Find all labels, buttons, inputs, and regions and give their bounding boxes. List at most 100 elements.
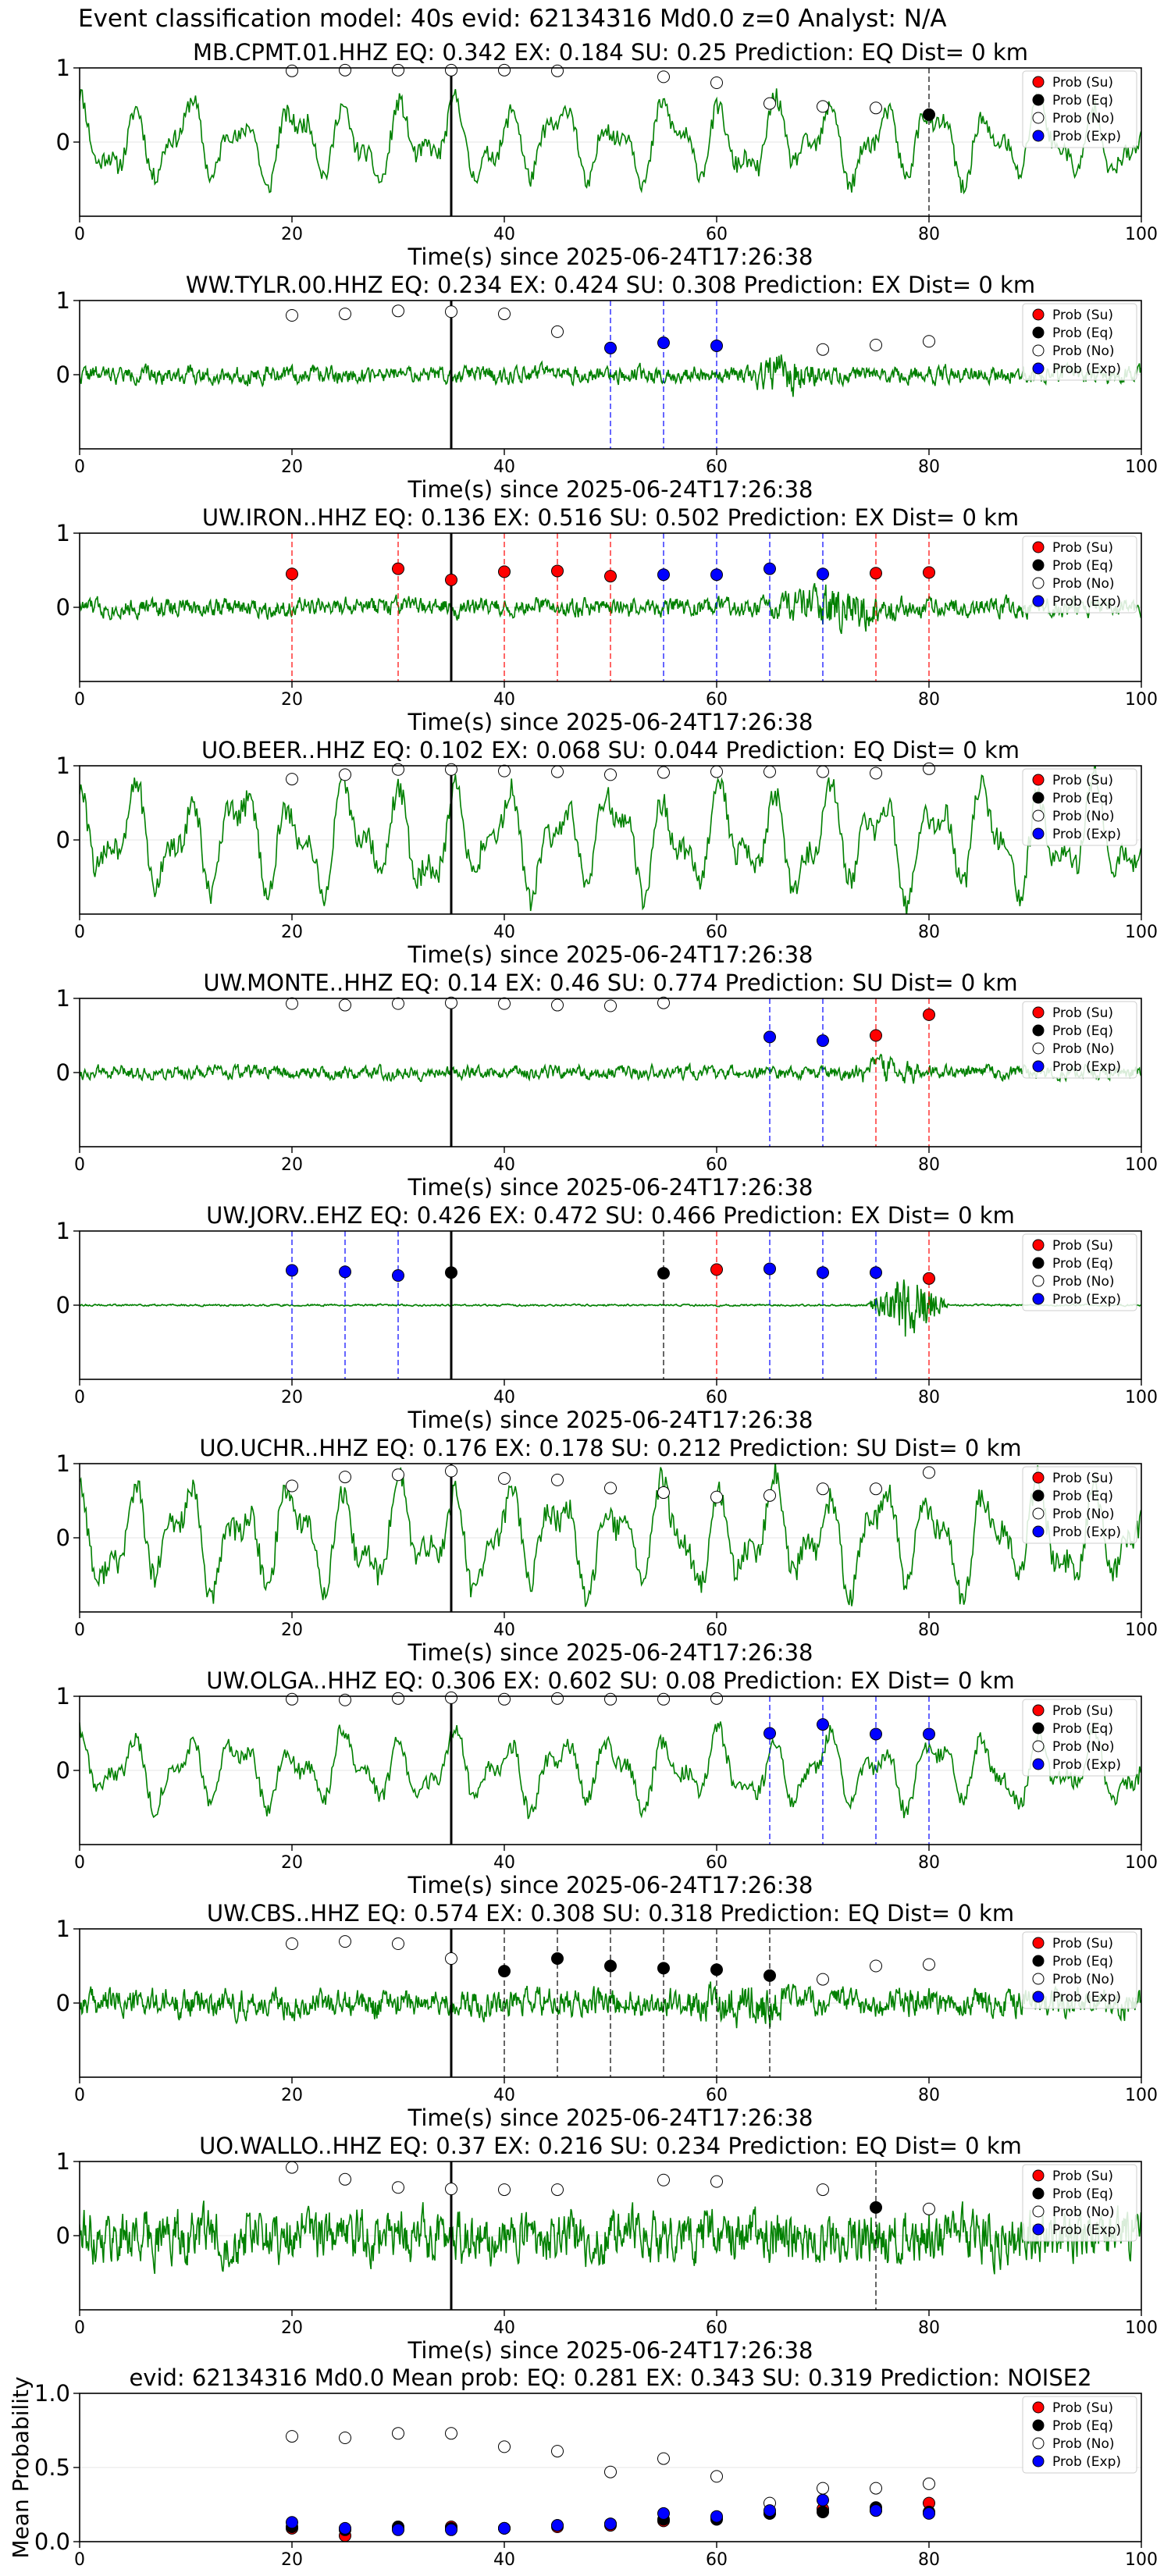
legend-box xyxy=(1022,2164,1137,2242)
mean-prob-point-exp xyxy=(870,2504,882,2517)
x-tick-label: 0 xyxy=(74,1621,85,1640)
x-tick-label: 60 xyxy=(706,2318,728,2338)
prob-marker-su xyxy=(604,570,617,583)
x-tick-label: 40 xyxy=(493,690,515,710)
mean-prob-point-eq xyxy=(817,2506,829,2518)
prob-marker-no xyxy=(498,1472,511,1485)
prob-marker-no xyxy=(817,1482,829,1496)
x-tick-label: 20 xyxy=(281,1621,303,1640)
prob-marker-exp xyxy=(763,562,776,575)
legend-label-eq: Prob (Eq) xyxy=(1052,558,1113,574)
prob-marker-no xyxy=(339,63,351,76)
prob-marker-no xyxy=(817,343,829,356)
legend-box xyxy=(1022,768,1137,846)
x-tick-label: 20 xyxy=(281,1853,303,1873)
waveform-trace xyxy=(80,1053,1141,1084)
legend-box xyxy=(1022,70,1137,148)
y-tick-label: 0 xyxy=(56,1990,70,2016)
legend: Prob (Su) Prob (Eq) Prob (No) Prob (Exp) xyxy=(1022,1001,1137,1079)
x-tick-label: 60 xyxy=(706,1388,728,1407)
legend-box xyxy=(1022,1466,1137,1544)
legend-label-exp: Prob (Exp) xyxy=(1052,1757,1121,1773)
prob-marker-su xyxy=(710,1263,723,1276)
prob-marker-no xyxy=(498,997,511,1010)
prob-marker-no xyxy=(870,339,882,351)
legend-marker-eq xyxy=(1032,559,1045,571)
x-tick-label: 40 xyxy=(493,457,515,477)
legend-marker-su xyxy=(1032,308,1045,321)
legend-label-eq: Prob (Eq) xyxy=(1052,1954,1113,1969)
mean-prob-point-no xyxy=(657,2452,670,2465)
x-tick-label: 0 xyxy=(74,457,85,477)
legend-marker-no xyxy=(1032,577,1045,589)
prob-marker-no xyxy=(339,1471,351,1484)
prob-marker-exp xyxy=(817,1718,829,1731)
legend-marker-eq xyxy=(1032,1024,1045,1037)
prob-marker-exp xyxy=(339,1265,351,1279)
legend: Prob (Su) Prob (Eq) Prob (No) Prob (Exp) xyxy=(1022,1466,1137,1544)
legend-label-su: Prob (Su) xyxy=(1052,540,1113,556)
prob-marker-no xyxy=(763,1489,776,1502)
legend-box xyxy=(1022,535,1137,614)
subplot-7: UO.UCHR..HHZ EQ: 0.176 EX: 0.178 SU: 0.2… xyxy=(56,1435,1158,1666)
prob-marker-no xyxy=(657,70,670,84)
prob-marker-exp xyxy=(657,336,670,350)
legend-marker-no xyxy=(1032,1275,1045,1287)
waveform-trace xyxy=(80,1279,1141,1337)
x-tick-label: 40 xyxy=(493,1155,515,1175)
legend-label-su: Prob (Su) xyxy=(1052,1703,1113,1719)
mean-prob-point-exp xyxy=(445,2523,457,2536)
prob-marker-no xyxy=(339,1935,351,1948)
x-tick-label: 0 xyxy=(74,2550,85,2570)
legend-marker-eq xyxy=(1032,2187,1045,2200)
legend-label-no: Prob (No) xyxy=(1052,111,1115,126)
x-tick-label: 40 xyxy=(493,923,515,942)
legend-label-no: Prob (No) xyxy=(1052,2204,1115,2220)
prob-marker-no xyxy=(498,2183,511,2197)
legend-label-su: Prob (Su) xyxy=(1052,1936,1113,1952)
prob-marker-no xyxy=(870,1959,882,1973)
mean-prob-point-no xyxy=(392,2427,404,2440)
prob-marker-su xyxy=(286,568,298,581)
legend: Prob (Su) Prob (Eq) Prob (No) Prob (Exp) xyxy=(1022,303,1137,381)
prob-marker-no xyxy=(870,1482,882,1496)
legend: Prob (Su) Prob (Eq) Prob (No) Prob (Exp) xyxy=(1022,1699,1137,1777)
subplot-title: MB.CPMT.01.HHZ EQ: 0.342 EX: 0.184 SU: 0… xyxy=(193,39,1028,66)
x-tick-label: 20 xyxy=(281,225,303,244)
x-tick-label: 60 xyxy=(706,690,728,710)
mean-prob-point-exp xyxy=(339,2521,351,2535)
prob-marker-no xyxy=(657,2173,670,2186)
x-tick-label: 100 xyxy=(1125,1155,1158,1175)
legend-marker-su xyxy=(1032,1006,1045,1019)
legend-marker-exp xyxy=(1032,1991,1045,2003)
prob-marker-su xyxy=(870,1029,882,1042)
x-tick-label: 80 xyxy=(918,1853,940,1873)
mean-prob-point-no xyxy=(445,2427,457,2440)
legend-marker-no xyxy=(1032,112,1045,124)
legend-label-exp: Prob (Exp) xyxy=(1052,1059,1121,1075)
prob-marker-no xyxy=(286,1479,298,1493)
x-axis-label: Time(s) since 2025-06-24T17:26:38 xyxy=(408,2105,813,2131)
mean-prob-point-no xyxy=(551,2445,564,2458)
prob-marker-exp xyxy=(763,1030,776,1044)
x-tick-label: 100 xyxy=(1125,225,1158,244)
prob-marker-su xyxy=(923,566,935,579)
prob-marker-no xyxy=(870,767,882,780)
x-tick-label: 80 xyxy=(918,923,940,942)
y-tick-label: 1 xyxy=(56,1916,70,1942)
legend-marker-su xyxy=(1032,1704,1045,1717)
subplot-8: UW.OLGA..HHZ EQ: 0.306 EX: 0.602 SU: 0.0… xyxy=(56,1667,1158,1898)
legend-label-no: Prob (No) xyxy=(1052,809,1115,824)
x-tick-label: 100 xyxy=(1125,1853,1158,1873)
prob-marker-no xyxy=(392,63,404,76)
prob-marker-exp xyxy=(286,1264,298,1277)
x-axis-label: Time(s) since 2025-06-24T17:26:38 xyxy=(408,1639,813,1666)
legend-marker-no xyxy=(1032,2205,1045,2218)
subplot-2: WW.TYLR.00.HHZ EQ: 0.234 EX: 0.424 SU: 0… xyxy=(56,272,1158,503)
legend-label-eq: Prob (Eq) xyxy=(1052,1023,1113,1039)
legend-marker-exp xyxy=(1032,1060,1045,1073)
prob-marker-no xyxy=(286,1937,298,1950)
x-tick-label: 40 xyxy=(493,2318,515,2338)
legend-label-exp: Prob (Exp) xyxy=(1052,1292,1121,1308)
mean-prob-point-exp xyxy=(498,2521,511,2535)
